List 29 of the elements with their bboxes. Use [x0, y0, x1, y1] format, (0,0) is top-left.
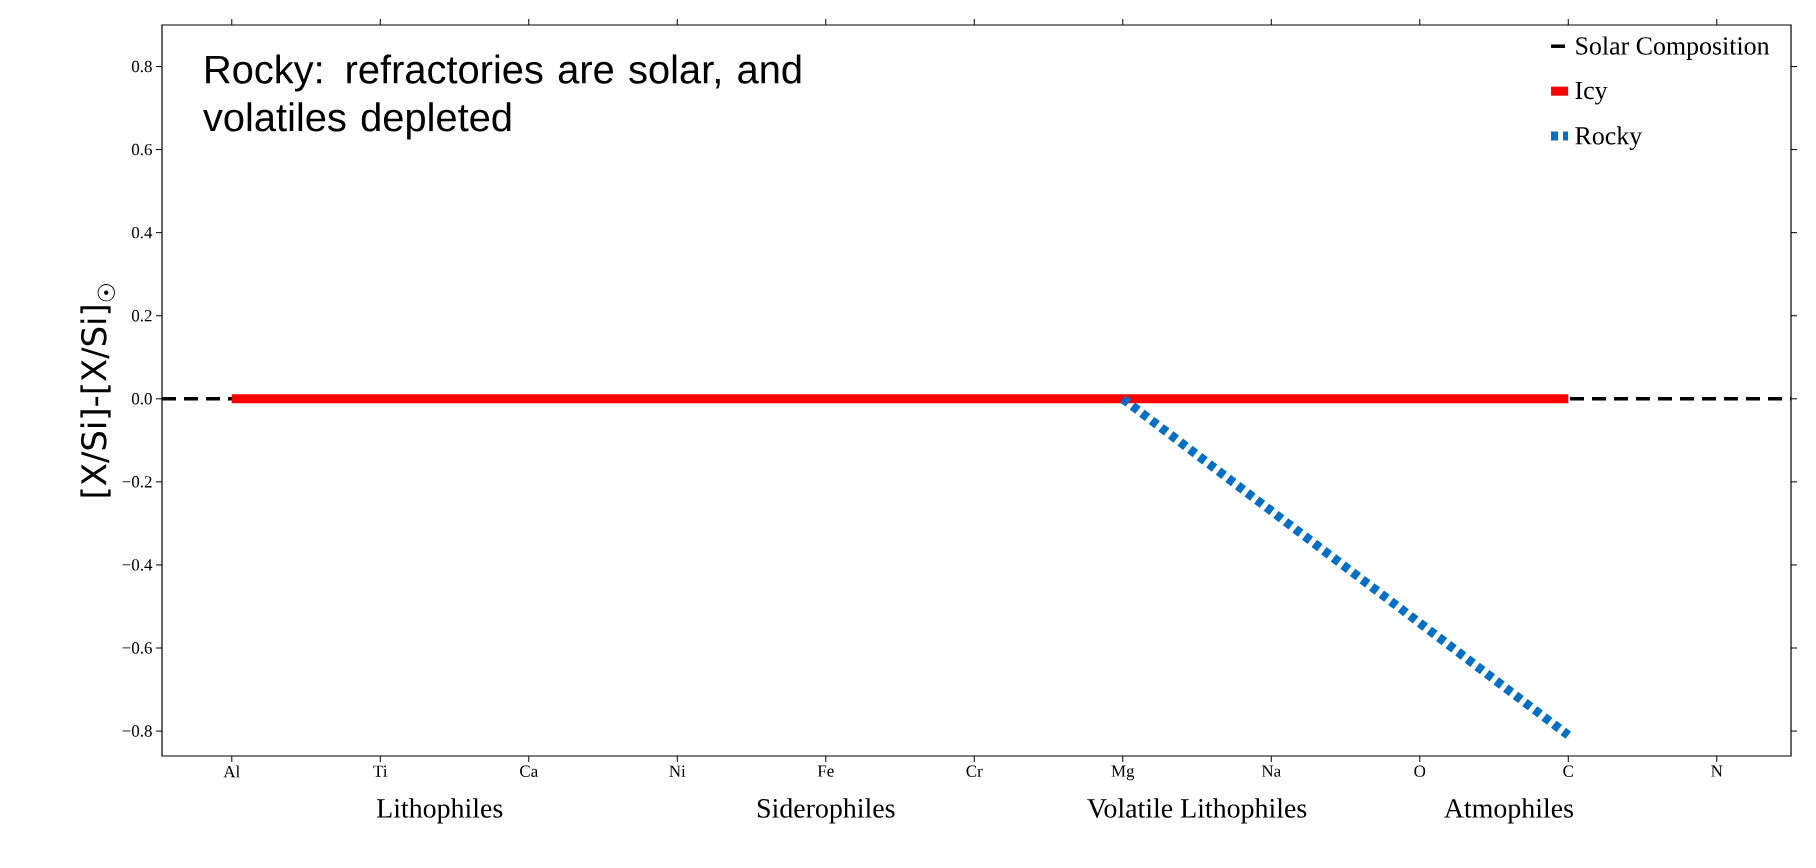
x-tick-label: Mg	[1111, 765, 1135, 781]
y-tick-label: 0.8	[131, 60, 152, 73]
x-tick-label: N	[1711, 765, 1723, 777]
y-tick-label: −0.6	[122, 642, 152, 654]
y-tick-label: 0.0	[131, 393, 152, 405]
x-tick-label: Ca	[520, 765, 538, 777]
y-tick-label: −0.8	[122, 725, 152, 737]
x-tick-label: Fe	[817, 765, 834, 777]
y-tick-label: 0.4	[131, 226, 153, 239]
text: Volatile Lithophiles	[1087, 798, 1307, 824]
x-tick-label: Ti	[373, 765, 388, 777]
x-tick-label: Al	[223, 765, 240, 778]
text: Lithophiles	[376, 798, 503, 824]
legend-label: Icy	[1575, 81, 1608, 105]
text: Rocky: refractories are solar, and volatiles depleted	[203, 54, 801, 140]
x-tick-label: Ni	[669, 765, 686, 777]
x-tick-label: O	[1414, 765, 1426, 777]
y-tick-label: −0.2	[122, 476, 152, 488]
y-axis-title: [X/Si]-[X/Si]$_{☉}$	[80, 284, 115, 497]
x-tick-label: Cr	[966, 765, 983, 777]
legend-label: Solar Composition	[1576, 36, 1770, 60]
text: Atmophiles	[1444, 798, 1573, 824]
y-tick-label: −0.4	[122, 559, 153, 571]
y-tick-label: 0.2	[131, 309, 152, 322]
legend-label: Rocky	[1575, 126, 1643, 150]
text: Siderophiles	[757, 798, 895, 824]
y-tick-label: 0.6	[131, 143, 152, 156]
x-tick-label: C	[1563, 765, 1573, 777]
x-tick-label: Na	[1261, 765, 1281, 777]
